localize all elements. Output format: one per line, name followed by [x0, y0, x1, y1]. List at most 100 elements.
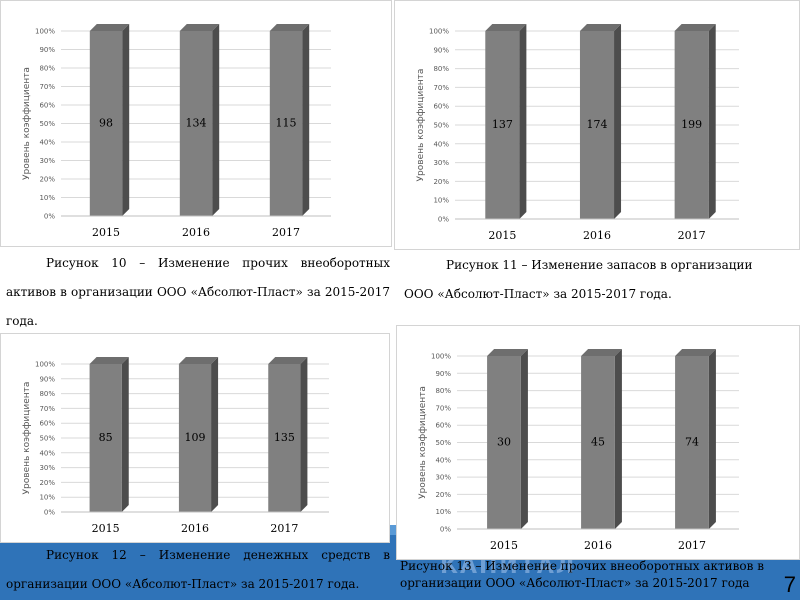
y-tick-label: 100%: [35, 361, 55, 369]
y-tick-label: 40%: [39, 139, 55, 147]
bar-side: [519, 24, 527, 219]
y-axis-label: Уровень коэффициента: [22, 382, 32, 495]
y-tick-label: 70%: [39, 405, 55, 413]
bar: [487, 356, 521, 529]
y-tick-label: 10%: [39, 494, 55, 502]
caption-figure-11: Рисунок 11 – Изменение запасов в организ…: [404, 258, 753, 301]
x-tick-label: 2017: [678, 539, 706, 552]
bar: [581, 356, 615, 529]
chart-10-frame: 0% 10% 20% 30% 40% 50% 60% 70% 80% 90% 100% Уровень…: [0, 0, 392, 247]
x-tick-label: 2016: [182, 226, 210, 239]
y-axis-label: Уровень коэффициента: [416, 69, 426, 182]
y-tick-label: 70%: [435, 404, 451, 412]
bar: [179, 31, 213, 216]
y-tick-label: 20%: [39, 176, 55, 184]
bar-top: [89, 24, 130, 31]
bar-top: [268, 357, 308, 364]
y-axis-label: Уровень коэффициента: [22, 67, 32, 180]
bar-top: [89, 357, 129, 364]
bar: [268, 364, 301, 512]
y-tick-label: 70%: [433, 84, 449, 92]
bar-data-label: 174: [587, 118, 608, 131]
y-tick-label: 90%: [433, 46, 449, 54]
bar-data-label: 74: [685, 436, 699, 449]
y-tick-label: 20%: [39, 479, 55, 487]
caption-figure-10: Рисунок 10 – Изменение прочих внеоборотн…: [6, 256, 390, 328]
page-number: 7: [783, 572, 796, 597]
bar-data-label: 135: [274, 431, 295, 444]
bar-top: [269, 24, 310, 31]
y-tick-label: 100%: [429, 28, 449, 36]
y-tick-label: 40%: [39, 449, 55, 457]
bar: [269, 31, 303, 216]
x-tick-label: 2015: [488, 229, 516, 242]
x-tick-label: 2017: [678, 229, 706, 242]
y-tick-label: 0%: [438, 216, 449, 224]
y-tick-label: 10%: [433, 197, 449, 205]
y-tick-label: 0%: [44, 509, 55, 517]
bar-side: [121, 357, 129, 512]
chart-svg: 0% 10% 20% 30% 40% 50% 60% 70% 80% 90% 100% Уровень…: [418, 349, 739, 552]
y-tick-label: 60%: [39, 420, 55, 428]
y-tick-label: 80%: [435, 387, 451, 395]
y-tick-label: 50%: [39, 435, 55, 443]
bar-top: [674, 24, 716, 31]
bar-side: [614, 349, 622, 529]
bar-side: [614, 24, 622, 219]
chart-svg: 0% 10% 20% 30% 40% 50% 60% 70% 80% 90% 100% Уровень…: [22, 24, 331, 239]
y-tick-label: 10%: [39, 194, 55, 202]
bar-side: [300, 357, 308, 512]
bar-top: [675, 349, 716, 356]
y-tick-label: 90%: [39, 46, 55, 54]
y-tick-label: 80%: [433, 65, 449, 73]
bar: [579, 31, 615, 219]
chart-13-frame: 0% 10% 20% 30% 40% 50% 60% 70% 80% 90% 100% Уровень…: [396, 325, 800, 560]
bar-side: [212, 24, 220, 216]
chart-svg: 0% 10% 20% 30% 40% 50% 60% 70% 80% 90% 100% Уровень…: [22, 357, 329, 535]
y-axis-label: Уровень коэффициента: [418, 386, 428, 499]
y-tick-label: 50%: [39, 120, 55, 128]
bar: [89, 31, 123, 216]
bar-side: [211, 357, 219, 512]
y-tick-label: 100%: [431, 353, 451, 361]
y-tick-label: 80%: [39, 390, 55, 398]
y-tick-label: 0%: [44, 213, 55, 221]
x-tick-label: 2017: [272, 226, 300, 239]
bar: [485, 31, 520, 219]
y-tick-label: 60%: [433, 103, 449, 111]
bar-top: [581, 349, 622, 356]
y-tick-label: 30%: [39, 157, 55, 165]
bar-side: [708, 349, 716, 529]
y-tick-label: 90%: [39, 375, 55, 383]
bar-data-label: 45: [591, 436, 605, 449]
bar-side: [302, 24, 310, 216]
y-tick-label: 20%: [435, 491, 451, 499]
bar-side: [122, 24, 130, 216]
bar-data-label: 134: [186, 117, 207, 130]
y-tick-label: 50%: [433, 122, 449, 130]
bar: [674, 31, 709, 219]
bar-top: [487, 349, 528, 356]
chart-svg: 0% 10% 20% 30% 40% 50% 60% 70% 80% 90% 100% Уровень…: [416, 24, 739, 242]
bar: [89, 364, 122, 512]
y-tick-label: 60%: [39, 102, 55, 110]
y-tick-label: 30%: [433, 159, 449, 167]
y-tick-label: 40%: [433, 140, 449, 148]
y-tick-label: 50%: [435, 439, 451, 447]
x-tick-label: 2017: [270, 522, 298, 535]
bar-top: [485, 24, 527, 31]
bar-data-label: 109: [185, 431, 206, 444]
x-tick-label: 2016: [583, 229, 611, 242]
bar-data-label: 115: [276, 117, 297, 130]
y-tick-label: 30%: [435, 474, 451, 482]
bar-data-label: 85: [99, 431, 113, 444]
bar-data-label: 98: [99, 117, 113, 130]
caption-figure-13: Рисунок 13 – Изменение прочих внеоборотн…: [400, 559, 764, 590]
x-tick-label: 2015: [490, 539, 518, 552]
x-tick-label: 2016: [584, 539, 612, 552]
chart-12-frame: 0% 10% 20% 30% 40% 50% 60% 70% 80% 90% 100% Уровень…: [0, 333, 390, 543]
bar: [178, 364, 212, 512]
bar-top: [179, 24, 220, 31]
bar-side: [708, 24, 716, 219]
bar-top: [579, 24, 622, 31]
